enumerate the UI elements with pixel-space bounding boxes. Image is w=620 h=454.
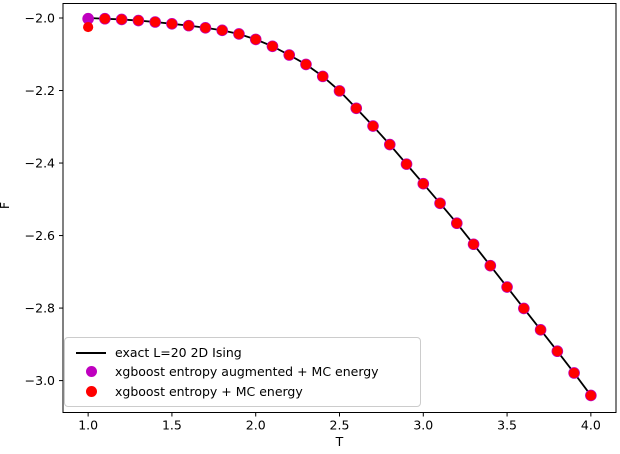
x-tick-label: 4.0	[581, 418, 601, 433]
scatter-point-plain	[384, 139, 395, 150]
legend-magenta-dot-swatch	[85, 366, 97, 378]
scatter-point-plain	[284, 49, 295, 61]
scatter-point-plain	[351, 103, 362, 114]
scatter-point-plain	[485, 260, 496, 271]
scatter-point-plain	[569, 367, 580, 379]
scatter-point-plain	[434, 198, 446, 209]
scatter-point-plain	[468, 239, 479, 250]
scatter-point-plain	[133, 15, 144, 26]
x-tick-label: 1.0	[78, 418, 98, 433]
legend-entry-augmented: xgboost entropy augmented + MC energy	[75, 362, 412, 381]
y-tick-label: −2.6	[25, 228, 55, 243]
scatter-point-plain	[233, 28, 245, 40]
scatter-point-plain	[83, 21, 94, 33]
scatter-point-plain	[200, 22, 211, 33]
y-tick-label: −2.8	[25, 301, 55, 316]
legend-line-swatch	[76, 351, 106, 354]
x-tick-label: 2.5	[330, 418, 350, 433]
x-tick-label: 2.0	[246, 418, 266, 433]
scatter-point-plain	[535, 324, 546, 335]
scatter-point-plain	[267, 41, 278, 52]
scatter-point-plain	[552, 346, 563, 357]
scatter-point-plain	[250, 34, 261, 45]
x-tick-label: 1.5	[162, 418, 182, 433]
legend-handle	[75, 366, 107, 378]
legend-entry-plain: xgboost entropy + MC energy	[75, 382, 412, 401]
scatter-point-augmented	[82, 12, 94, 25]
scatter-point-plain	[401, 159, 412, 170]
legend: exact L=20 2D Ising xgboost entropy augm…	[64, 337, 421, 407]
scatter-point-plain	[367, 120, 379, 132]
legend-label-plain: xgboost entropy + MC energy	[115, 383, 303, 399]
scatter-point-plain	[183, 20, 194, 31]
legend-label-augmented: xgboost entropy augmented + MC energy	[115, 364, 379, 380]
scatter-point-plain	[451, 218, 462, 229]
scatter-point-plain	[317, 71, 328, 82]
legend-red-dot-swatch	[85, 385, 97, 397]
legend-entry-exact: exact L=20 2D Ising	[75, 343, 412, 362]
x-tick-label: 3.5	[497, 418, 517, 433]
legend-label-exact: exact L=20 2D Ising	[115, 345, 242, 361]
y-tick-label: −2.0	[25, 11, 55, 26]
plot-frame	[62, 3, 617, 413]
scatter-point-plain	[518, 303, 529, 314]
scatter-point-plain	[585, 390, 596, 401]
legend-handle	[75, 351, 107, 354]
y-axis-label: F	[0, 202, 12, 209]
scatter-point-plain	[418, 178, 429, 189]
scatter-point-plain	[501, 281, 513, 293]
scatter-point-plain	[334, 85, 345, 96]
y-tick-label: −3.0	[25, 373, 55, 388]
scatter-point-plain	[99, 13, 110, 24]
y-tick-label: −2.2	[25, 83, 55, 98]
scatter-point-plain	[300, 59, 312, 70]
y-tick-label: −2.4	[25, 156, 55, 171]
scatter-point-plain	[150, 16, 161, 28]
scatter-point-plain	[166, 18, 178, 29]
legend-handle	[75, 385, 107, 397]
x-axis-label: T	[335, 434, 344, 449]
x-tick-label: 3.0	[413, 418, 433, 433]
scatter-point-plain	[116, 14, 127, 25]
scatter-point-plain	[217, 25, 228, 36]
